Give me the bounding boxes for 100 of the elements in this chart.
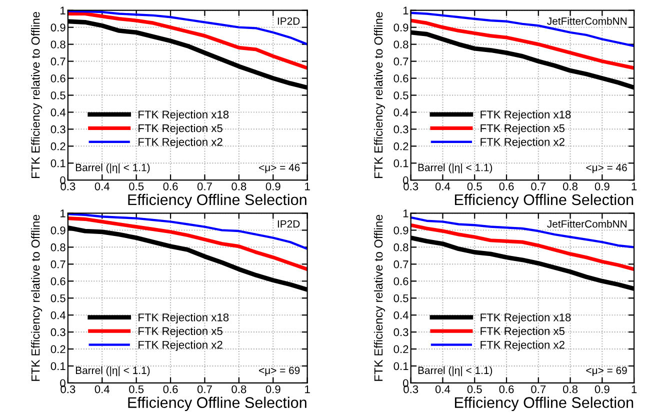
x-axis-title: Efficiency Offline Selection bbox=[128, 396, 306, 412]
x-axis-title: Efficiency Offline Selection bbox=[128, 194, 306, 208]
x-tick-label: 0.9 bbox=[266, 385, 280, 394]
x-tick-label: 0.4 bbox=[94, 182, 110, 190]
x-tick-label: 0.5 bbox=[467, 182, 482, 190]
y-tick-label: 0 bbox=[60, 379, 66, 388]
annotation: IP2D bbox=[278, 220, 300, 228]
y-tick-label: 0.5 bbox=[394, 294, 408, 302]
x-tick-label: 0.4 bbox=[94, 385, 110, 394]
annotation: JetFitterCombNN bbox=[547, 220, 627, 228]
legend-label: FTK Rejection x18 bbox=[138, 313, 229, 324]
y-tick-label: 0.4 bbox=[50, 108, 66, 116]
y-tick-label: 0 bbox=[60, 176, 66, 184]
y-tick-label: 0.7 bbox=[394, 58, 408, 66]
y-tick-label: 0.3 bbox=[394, 125, 408, 134]
y-tick-label: 0.8 bbox=[394, 40, 408, 48]
y-tick-label: 0.5 bbox=[50, 91, 66, 100]
annotation: Barrel (|η| < 1.1) bbox=[76, 366, 150, 376]
x-tick-label: 0.7 bbox=[197, 385, 212, 394]
y-axis-title: FTK Efficiency relative to Offline bbox=[374, 214, 385, 381]
line-series bbox=[410, 216, 634, 248]
annotation: Barrel (|η| < 1.1) bbox=[418, 366, 492, 376]
x-tick-label: 0.4 bbox=[435, 182, 450, 190]
y-tick-label: 0.4 bbox=[394, 108, 408, 116]
y-tick-label: 0.2 bbox=[394, 142, 408, 150]
x-axis-title: Efficiency Offline Selection bbox=[454, 194, 634, 208]
y-tick-label: 0.2 bbox=[50, 345, 66, 354]
annotation: <μ> = 69 bbox=[259, 366, 300, 376]
y-tick-label: 0.7 bbox=[50, 260, 66, 268]
annotation: JetFitterCombNN bbox=[547, 17, 627, 25]
legend-label: FTK Rejection x18 bbox=[480, 313, 571, 324]
x-tick-label: 0.7 bbox=[197, 182, 212, 190]
y-tick-label: 0.7 bbox=[394, 260, 408, 268]
y-tick-label: 0.8 bbox=[50, 243, 66, 252]
y-tick-label: 0.2 bbox=[50, 142, 66, 150]
annotation: Barrel (|η| < 1.1) bbox=[418, 164, 492, 174]
y-axis-title: FTK Efficiency relative to Offline bbox=[31, 12, 42, 178]
y-tick-label: 0.5 bbox=[50, 294, 66, 302]
y-axis-title: FTK Efficiency relative to Offline bbox=[31, 214, 42, 381]
y-tick-label: 0 bbox=[403, 379, 408, 388]
y-tick-label: 0.9 bbox=[50, 226, 66, 234]
legend-label: FTK Rejection x2 bbox=[138, 138, 222, 148]
x-tick-label: 0.8 bbox=[232, 385, 246, 394]
y-tick-label: 0 bbox=[403, 176, 408, 184]
legend-label: FTK Rejection x5 bbox=[480, 326, 565, 338]
y-tick-label: 0.3 bbox=[50, 125, 66, 134]
legend-label: FTK Rejection x5 bbox=[138, 326, 222, 338]
x-tick-label: 0.6 bbox=[163, 385, 178, 394]
y-tick-label: 0.2 bbox=[394, 345, 408, 354]
y-tick-label: 0.5 bbox=[394, 91, 408, 100]
y-axis-title: FTK Efficiency relative to Offline bbox=[374, 12, 385, 178]
x-tick-label: 0.6 bbox=[499, 385, 514, 394]
annotation: IP2D bbox=[278, 17, 300, 25]
x-tick-label: 1 bbox=[632, 385, 637, 394]
y-tick-label: 0.1 bbox=[50, 362, 66, 370]
x-tick-label: 0.5 bbox=[467, 385, 482, 394]
x-tick-label: 0.6 bbox=[163, 182, 178, 190]
legend-label: FTK Rejection x2 bbox=[138, 340, 222, 351]
legend-label: FTK Rejection x5 bbox=[138, 124, 222, 134]
x-tick-label: 0.6 bbox=[499, 182, 514, 190]
legend-label: FTK Rejection x2 bbox=[480, 340, 564, 351]
y-tick-label: 0.4 bbox=[394, 311, 408, 320]
y-tick-label: 0.6 bbox=[50, 277, 66, 286]
legend-label: FTK Rejection x18 bbox=[138, 110, 229, 121]
x-tick-label: 0.7 bbox=[531, 182, 546, 190]
y-tick-label: 0.6 bbox=[394, 74, 408, 82]
y-tick-label: 0.9 bbox=[394, 226, 408, 234]
y-tick-label: 0.4 bbox=[50, 311, 66, 320]
y-tick-label: 0.3 bbox=[50, 328, 66, 336]
x-tick-label: 0.5 bbox=[129, 385, 144, 394]
x-axis-title: Efficiency Offline Selection bbox=[454, 396, 634, 412]
x-tick-label: 0.8 bbox=[562, 182, 578, 190]
x-tick-label: 0.8 bbox=[562, 385, 578, 394]
x-tick-label: 1 bbox=[305, 385, 310, 394]
y-tick-label: 0.1 bbox=[50, 159, 66, 168]
line-series bbox=[68, 216, 308, 272]
y-tick-label: 0.6 bbox=[394, 277, 408, 286]
x-tick-label: 1 bbox=[305, 182, 310, 190]
x-tick-label: 0.8 bbox=[232, 182, 246, 190]
x-tick-label: 0.9 bbox=[266, 182, 280, 190]
y-tick-label: 0.1 bbox=[394, 159, 408, 168]
y-tick-label: 0.8 bbox=[394, 243, 408, 252]
legend-label: FTK Rejection x2 bbox=[480, 138, 564, 148]
x-tick-label: 1 bbox=[632, 182, 637, 190]
y-tick-label: 0.3 bbox=[394, 328, 408, 336]
x-tick-label: 0.5 bbox=[129, 182, 144, 190]
y-tick-label: 0.7 bbox=[50, 58, 66, 66]
annotation: Barrel (|η| < 1.1) bbox=[76, 164, 150, 174]
x-tick-label: 0.7 bbox=[531, 385, 546, 394]
x-tick-label: 0.9 bbox=[594, 385, 610, 394]
legend-label: FTK Rejection x5 bbox=[480, 124, 565, 134]
y-tick-label: 1 bbox=[60, 6, 66, 14]
y-tick-label: 0.8 bbox=[50, 40, 66, 48]
line-series bbox=[410, 18, 634, 70]
y-tick-label: 1 bbox=[403, 6, 408, 14]
annotation: <μ> = 46 bbox=[586, 164, 627, 174]
y-tick-label: 1 bbox=[60, 210, 66, 218]
annotation: <μ> = 46 bbox=[259, 164, 300, 174]
annotation: <μ> = 69 bbox=[586, 366, 627, 376]
x-tick-label: 0.9 bbox=[594, 182, 610, 190]
